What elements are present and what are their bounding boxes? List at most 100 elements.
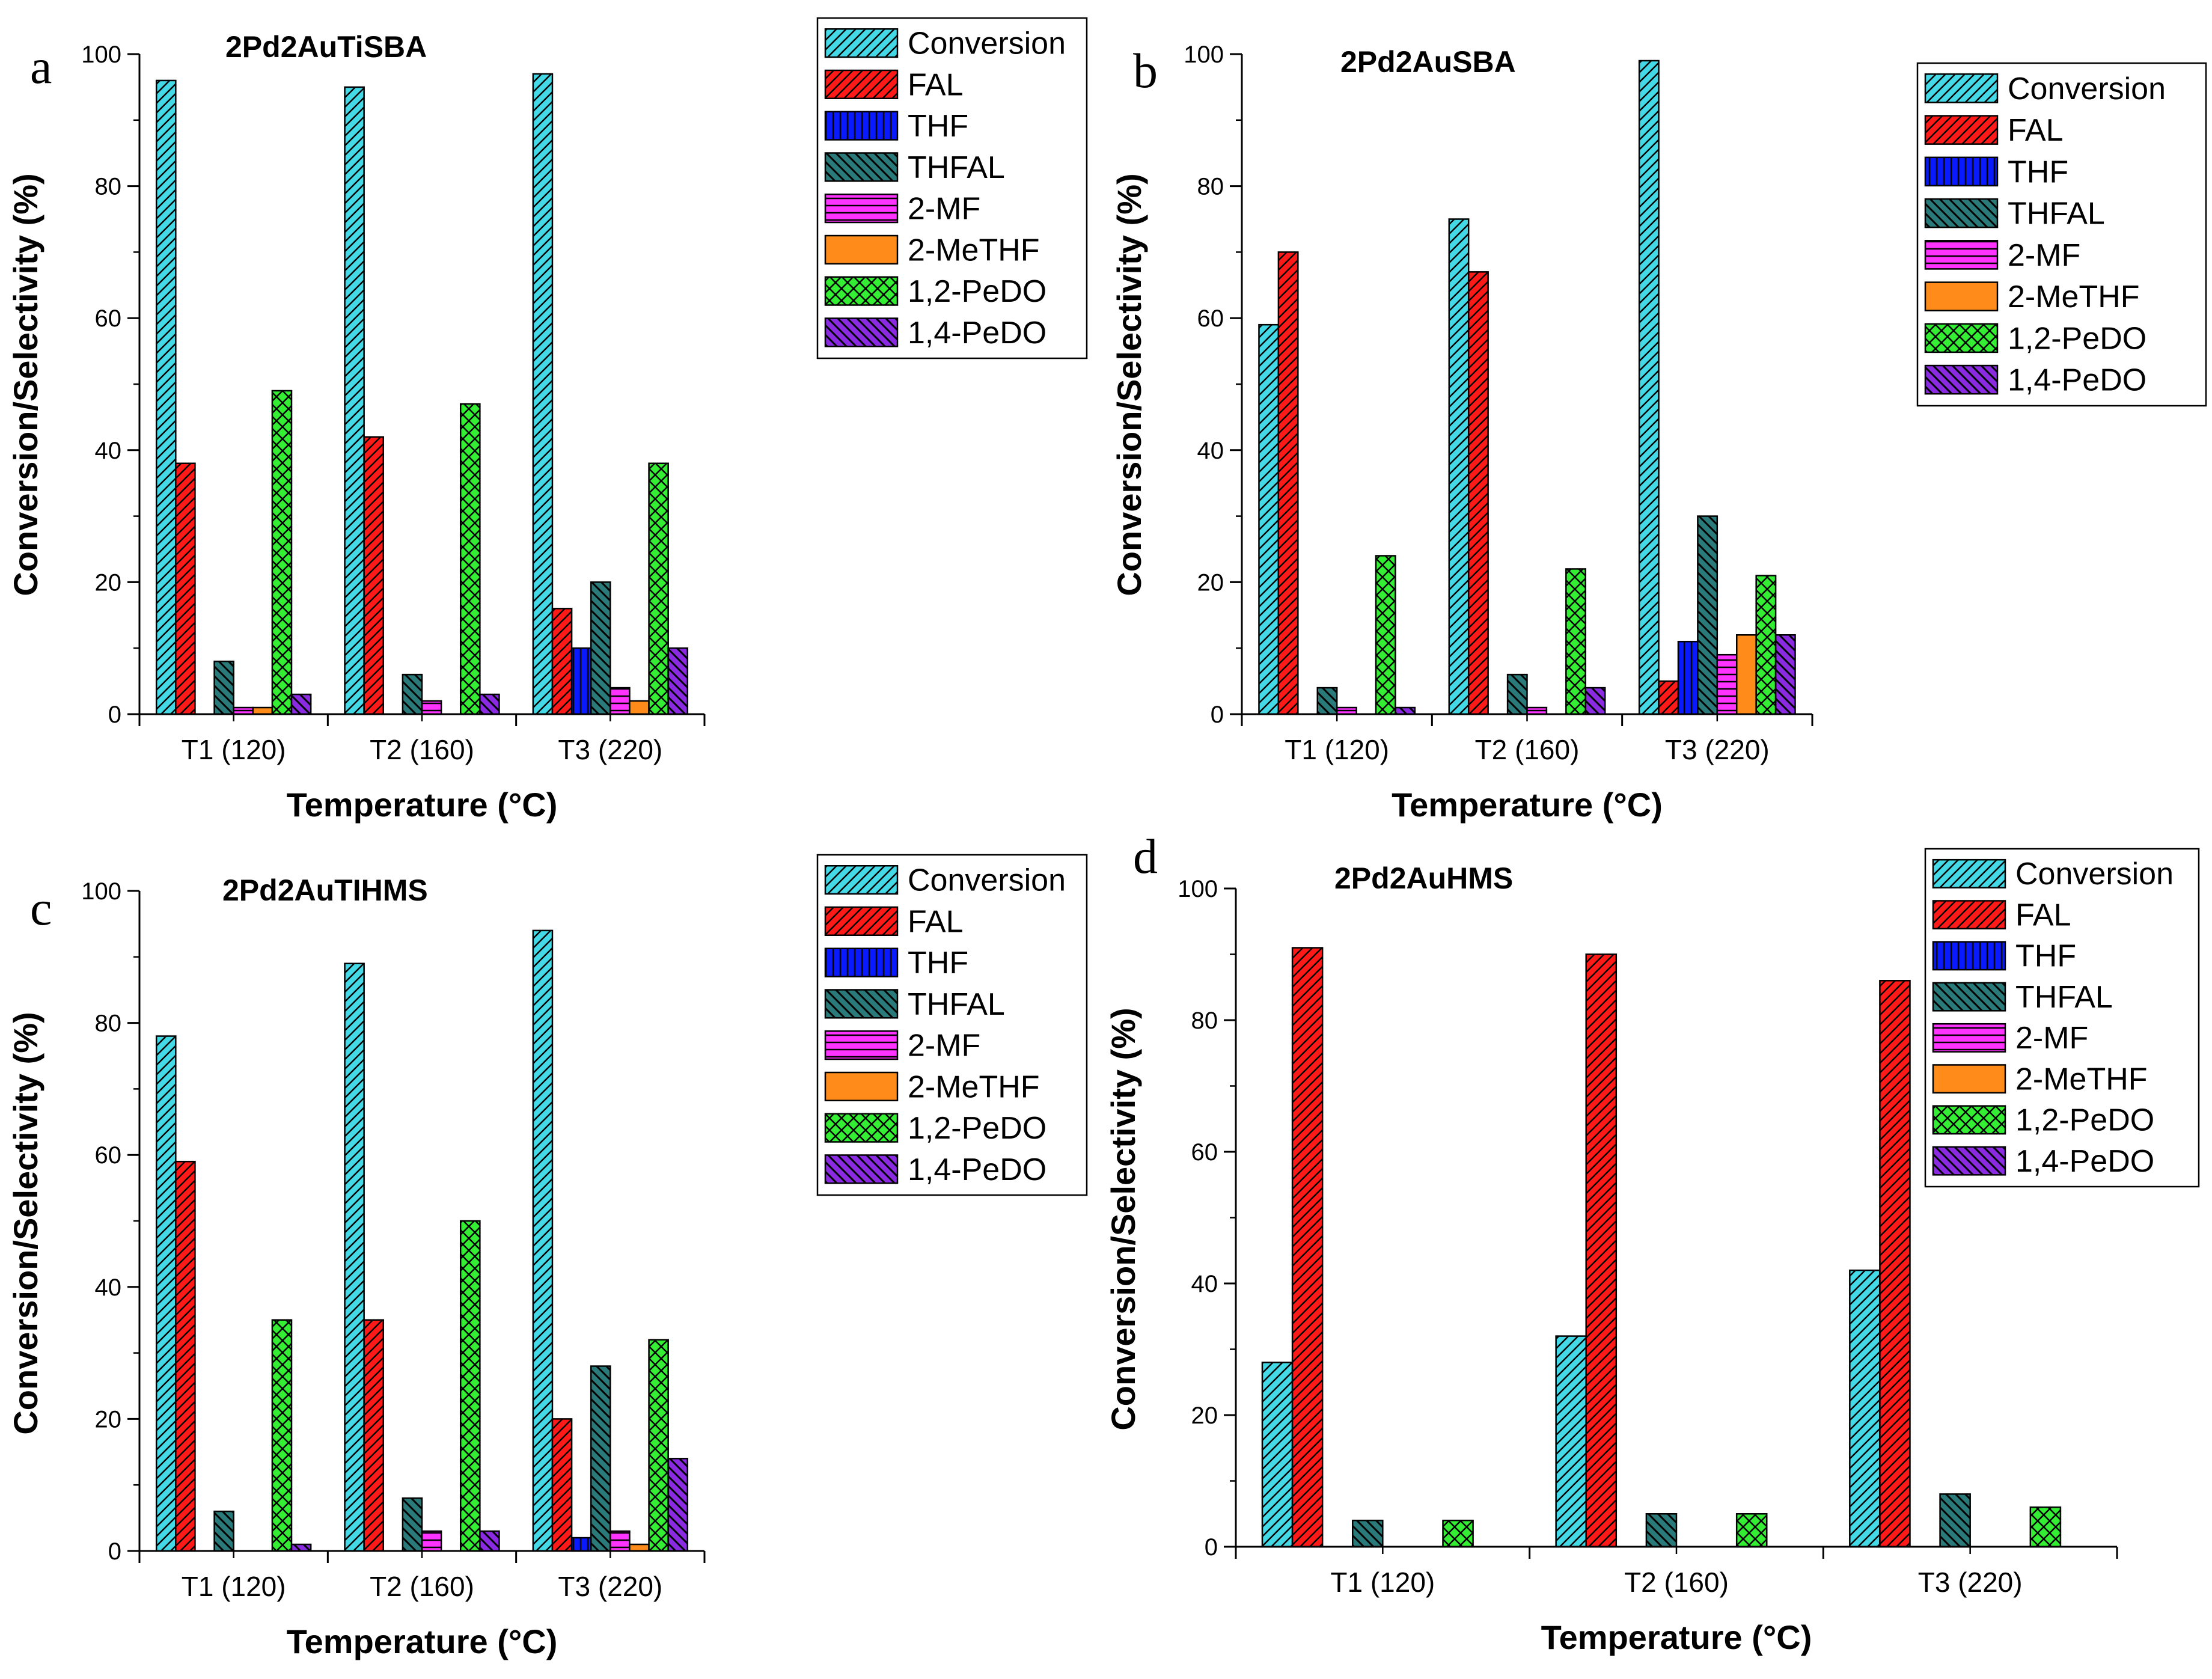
legend-label-thf: THF <box>908 946 968 980</box>
bar-c-conversion-t2-160 <box>344 962 365 1552</box>
y-tick-label: 0 <box>1211 702 1224 728</box>
legend-label-1-4-pedo: 1,4-PeDO <box>908 1152 1046 1187</box>
y-tick-label: 20 <box>1191 1402 1218 1429</box>
bar-d-1-2-pedo-t1-120 <box>1442 1519 1474 1548</box>
legend-label-2-mf: 2-MF <box>908 1029 980 1063</box>
legend-swatch-thfal <box>824 989 899 1019</box>
y-tick-label: 80 <box>95 174 122 200</box>
legend-swatch-thfal <box>1924 198 1999 228</box>
bar-d-thfal-t2-160 <box>1645 1513 1678 1548</box>
bar-c-thfal-t2-160 <box>402 1497 423 1552</box>
bar-b-thfal-t1-120 <box>1316 687 1338 715</box>
bar-c-1-4-pedo-t3-220 <box>667 1458 689 1552</box>
legend-label-thfal: THFAL <box>2015 980 2113 1015</box>
legend-label-1-2-pedo: 1,2-PeDO <box>2008 321 2146 356</box>
legend-swatch-fal <box>824 906 899 936</box>
bar-c-2-methf-t3-220 <box>629 1543 650 1552</box>
legend-label-2-methf: 2-MeTHF <box>2008 280 2140 314</box>
legend-label-conversion: Conversion <box>908 26 1066 61</box>
legend-label-1-4-pedo: 1,4-PeDO <box>2008 363 2146 398</box>
panel-letter: b <box>1133 43 1158 98</box>
legend-label-conversion: Conversion <box>2015 857 2174 891</box>
legend-swatch-1-4-pedo <box>1924 364 1999 395</box>
bar-a-thfal-t1-120 <box>213 660 234 715</box>
legend-swatch-2-methf <box>824 1071 899 1101</box>
bar-c-1-2-pedo-t1-120 <box>271 1319 293 1552</box>
legend-swatch-2-mf <box>1924 240 1999 270</box>
legend-swatch-2-methf <box>824 234 899 265</box>
legend-label-1-4-pedo: 1,4-PeDO <box>908 316 1046 350</box>
bar-b-2-methf-t3-220 <box>1736 634 1757 715</box>
bar-b-1-2-pedo-t3-220 <box>1755 575 1777 715</box>
y-tick-label: 60 <box>95 305 122 332</box>
y-tick-label: 20 <box>95 1406 122 1433</box>
legend-label-conversion: Conversion <box>2008 72 2166 106</box>
bar-c-thfal-t3-220 <box>590 1365 611 1552</box>
x-axis-label: Temperature (°C) <box>1541 1618 1812 1656</box>
panel-letter: d <box>1133 829 1158 884</box>
bar-b-2-mf-t3-220 <box>1716 653 1738 715</box>
bar-a-fal-t2-160 <box>363 436 385 715</box>
bar-d-conversion-t3-220 <box>1849 1269 1881 1548</box>
bar-c-fal-t3-220 <box>551 1418 573 1552</box>
bar-a-2-methf-t1-120 <box>252 706 273 715</box>
bar-d-conversion-t1-120 <box>1261 1362 1294 1548</box>
legend-swatch-2-mf <box>824 194 899 224</box>
legend: Conversion FAL THF THFAL 2-MF 2-MeTHF 1,2-PeDO… <box>1916 62 2207 407</box>
bar-b-thf-t3-220 <box>1677 640 1699 715</box>
panel-d: 0 20 40 60 80 100 T1 (120) T2 (160) T3 (220) Temp… <box>1104 829 2200 1656</box>
bar-b-fal-t1-120 <box>1277 251 1299 715</box>
y-tick-label: 60 <box>95 1142 122 1169</box>
bar-b-conversion-t3-220 <box>1638 60 1660 715</box>
bar-b-thfal-t2-160 <box>1506 673 1528 715</box>
bar-c-fal-t2-160 <box>363 1319 385 1552</box>
bar-a-thf-t3-220 <box>570 647 592 715</box>
bar-d-fal-t2-160 <box>1585 953 1618 1548</box>
legend-swatch-1-2-pedo <box>1932 1105 2006 1135</box>
chart-title: 2Pd2AuTiSBA <box>225 30 427 64</box>
bar-a-fal-t3-220 <box>551 608 573 715</box>
x-tick-label: T2 (160) <box>370 1571 474 1602</box>
bar-b-1-4-pedo-t1-120 <box>1395 706 1416 715</box>
y-tick-label: 80 <box>95 1011 122 1037</box>
y-tick-label: 20 <box>1197 569 1224 596</box>
legend-label-2-methf: 2-MeTHF <box>908 1069 1040 1104</box>
bar-c-2-mf-t3-220 <box>610 1530 631 1552</box>
bar-c-fal-t1-120 <box>175 1160 196 1552</box>
legend-label-2-methf: 2-MeTHF <box>908 233 1040 268</box>
y-tick-label: 0 <box>108 702 121 728</box>
bar-b-1-2-pedo-t2-160 <box>1565 568 1587 715</box>
legend-swatch-conversion <box>1924 73 1999 103</box>
legend-label-conversion: Conversion <box>908 863 1066 898</box>
bar-a-1-4-pedo-t3-220 <box>667 647 689 715</box>
legend-label-fal: FAL <box>908 904 964 939</box>
chart-title: 2Pd2AuHMS <box>1334 861 1513 895</box>
bar-a-1-2-pedo-t3-220 <box>648 462 669 715</box>
bar-c-1-4-pedo-t1-120 <box>290 1543 312 1552</box>
bar-a-2-mf-t2-160 <box>421 700 442 715</box>
legend-swatch-conversion <box>824 865 899 895</box>
legend-swatch-thf <box>824 947 899 977</box>
x-tick-label: T3 (220) <box>1665 734 1770 765</box>
x-tick-label: T1 (120) <box>1285 734 1389 765</box>
legend-swatch-thf <box>824 111 899 141</box>
x-tick-label: T3 (220) <box>1918 1567 2023 1598</box>
legend-label-1-2-pedo: 1,2-PeDO <box>908 1111 1046 1146</box>
y-axis-label: Conversion/Selectivity (%) <box>1104 1008 1142 1430</box>
y-tick-label: 20 <box>95 569 122 596</box>
panel-a: 0 20 40 60 80 100 T1 (120) T2 (160) T3 (220)Temp… <box>7 17 1088 824</box>
x-axis-label: Temperature (°C) <box>287 786 558 824</box>
legend-label-1-2-pedo: 1,2-PeDO <box>2015 1103 2154 1138</box>
bar-a-2-mf-t3-220 <box>610 687 631 715</box>
legend-label-fal: FAL <box>908 67 964 102</box>
x-tick-label: T2 (160) <box>1475 734 1580 765</box>
bar-b-2-mf-t1-120 <box>1336 706 1357 715</box>
legend-label-2-mf: 2-MF <box>2008 238 2080 273</box>
bar-d-1-2-pedo-t2-160 <box>1735 1513 1768 1548</box>
legend: Conversion FAL THF THFAL 2-MF 2-MeTHF 1,2-PeDO… <box>1924 848 2200 1188</box>
x-tick-label: T2 (160) <box>1624 1567 1729 1598</box>
bar-d-1-2-pedo-t3-220 <box>2029 1506 2062 1548</box>
x-axis-label: Temperature (°C) <box>1392 786 1663 824</box>
x-tick-label: T1 (120) <box>1330 1567 1435 1598</box>
legend-swatch-1-4-pedo <box>1932 1146 2006 1176</box>
